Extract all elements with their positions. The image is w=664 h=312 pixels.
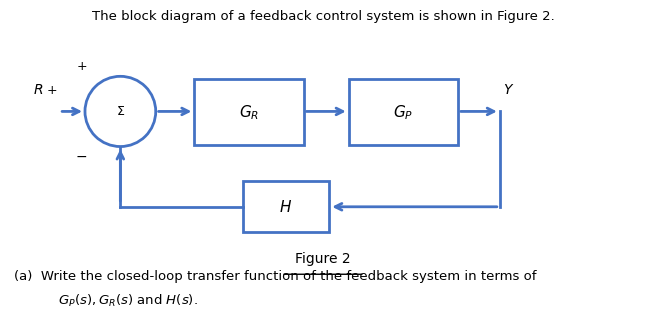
- Text: $Y$: $Y$: [503, 83, 515, 97]
- Text: Σ: Σ: [116, 105, 124, 118]
- Text: +: +: [76, 60, 87, 73]
- Text: −: −: [76, 149, 88, 163]
- Bar: [242, 181, 329, 232]
- Text: $G_P(s), G_R(s)$ and $H(s)$.: $G_P(s), G_R(s)$ and $H(s)$.: [37, 293, 198, 309]
- Text: $G_R$: $G_R$: [239, 103, 259, 122]
- Bar: [349, 79, 458, 145]
- Text: $H$: $H$: [280, 199, 292, 215]
- Text: (a)  Write the closed-loop transfer function of the feedback system in terms of: (a) Write the closed-loop transfer funct…: [14, 270, 537, 283]
- Text: Figure 2: Figure 2: [295, 252, 351, 266]
- Bar: [195, 79, 303, 145]
- Text: +: +: [46, 84, 57, 97]
- Text: The block diagram of a feedback control system is shown in Figure 2.: The block diagram of a feedback control …: [92, 10, 554, 23]
- Text: $G_P$: $G_P$: [393, 103, 414, 122]
- Text: $R$: $R$: [33, 83, 43, 97]
